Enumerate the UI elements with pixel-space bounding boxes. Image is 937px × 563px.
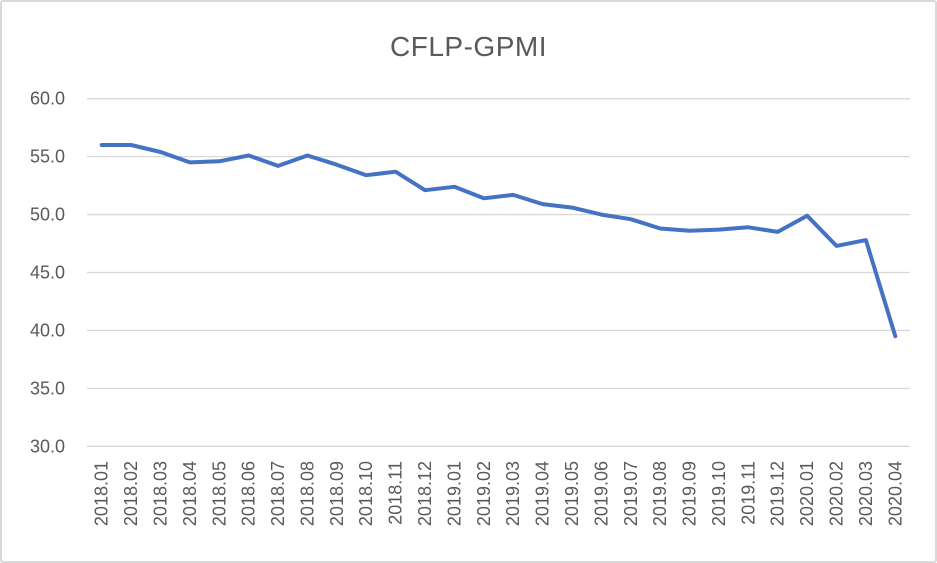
x-axis-tick-label: 2018.01	[92, 461, 112, 526]
x-axis-tick-label: 2019.06	[591, 461, 611, 526]
x-axis-tick-label: 2018.04	[180, 461, 200, 526]
x-axis-tick-label: 2019.07	[621, 461, 641, 526]
x-axis-tick-label: 2019.02	[474, 461, 494, 526]
x-axis-tick-label: 2019.09	[680, 461, 700, 526]
data-series-line	[99, 143, 898, 339]
x-axis-tick-label: 2019.10	[709, 461, 729, 526]
x-axis-tick-label: 2020.03	[856, 461, 876, 526]
y-axis-tick-label: 45.0	[30, 263, 65, 283]
x-axis-tick-label: 2019.05	[562, 461, 582, 526]
y-axis-tick-label: 35.0	[30, 378, 65, 398]
x-axis-tick-label: 2018.06	[239, 461, 259, 526]
y-axis-tick-label: 55.0	[30, 147, 65, 167]
x-axis-tick-label: 2019.08	[650, 461, 670, 526]
x-axis-tick-label: 2019.03	[503, 461, 523, 526]
chart-title: CFLP-GPMI	[390, 31, 547, 62]
x-axis-tick-label: 2020.01	[797, 461, 817, 526]
x-axis-tick-label: 2018.05	[209, 461, 229, 526]
x-axis-tick-label: 2018.08	[297, 461, 317, 526]
x-axis-tick-label: 2020.02	[827, 461, 847, 526]
x-axis-tick-label: 2018.09	[327, 461, 347, 526]
x-axis-tick-label: 2019.11	[738, 461, 758, 525]
x-axis-tick-label: 2018.03	[150, 461, 170, 526]
y-axis-tick-label: 40.0	[30, 320, 65, 340]
x-axis-tick-label: 2019.01	[444, 461, 464, 526]
x-axis-tick-label: 2018.11	[386, 461, 406, 525]
x-axis-tick-label: 2018.10	[356, 461, 376, 526]
x-axis-tick-label: 2019.04	[533, 461, 553, 526]
x-axis-tick-label: 2019.12	[768, 461, 788, 526]
y-axis-tick-label: 50.0	[30, 205, 65, 225]
y-axis-tick-label: 60.0	[30, 89, 65, 109]
x-axis-tick-label: 2018.12	[415, 461, 435, 526]
y-axis-tick-label: 30.0	[30, 436, 65, 456]
x-axis-tick-label: 2018.07	[268, 461, 288, 526]
x-axis-tick-label: 2020.04	[885, 461, 905, 526]
x-axis-tick-label: 2018.02	[121, 461, 141, 526]
